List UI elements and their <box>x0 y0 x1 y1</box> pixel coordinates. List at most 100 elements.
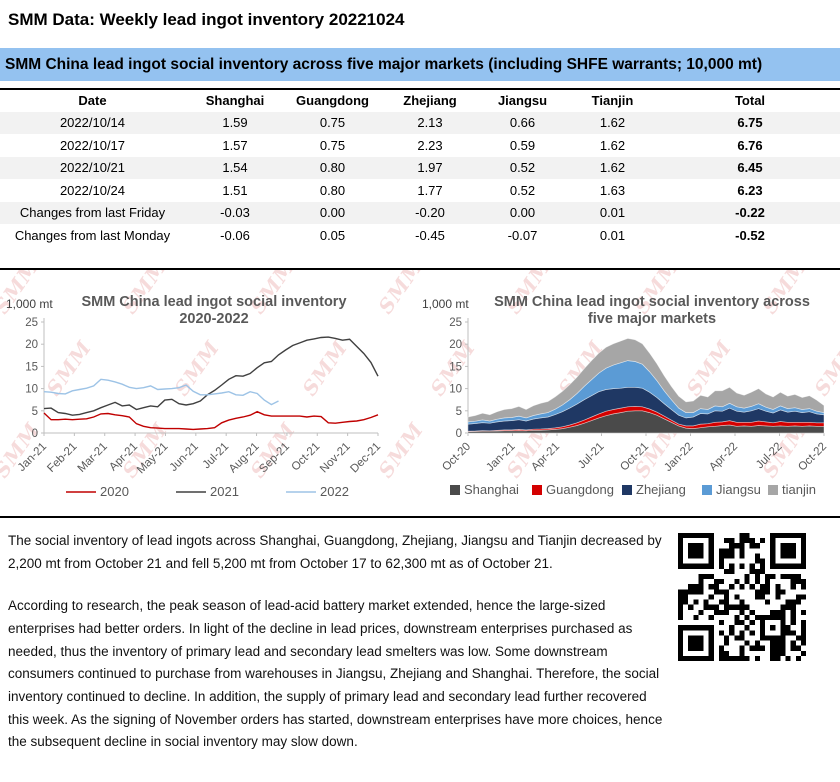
row-label: 2022/10/24 <box>59 182 126 198</box>
legend-label-2020: 2020 <box>100 484 129 499</box>
svg-text:Oct-22: Oct-22 <box>796 441 829 474</box>
table-cell: 0.00 <box>509 205 536 221</box>
legend-label-Jiangsu: Jiangsu <box>716 482 761 497</box>
inventory-table: Date Shanghai Guangdong Zhejiang Jiangsu Tian… <box>0 88 840 247</box>
table-row: 2022/10/14 1.59 0.75 2.13 0.66 1.62 6.75 <box>0 111 840 134</box>
row-label: Changes from last Friday <box>19 205 166 221</box>
table-cell: 0.80 <box>319 160 346 176</box>
table-cell: -0.52 <box>735 227 765 243</box>
axis-unit-label: 1,000 mt <box>6 297 53 311</box>
svg-text:25: 25 <box>449 317 462 329</box>
svg-text:Apr-21: Apr-21 <box>529 441 562 474</box>
legend-swatch-tianjin <box>768 485 778 495</box>
divider-line-bottom <box>0 516 840 518</box>
table-cell: 6.45 <box>737 160 763 176</box>
legend-label-Shanghai: Shanghai <box>464 482 519 497</box>
svg-text:Jul-21: Jul-21 <box>576 441 607 472</box>
table-header: Date Shanghai Guangdong Zhejiang Jiangsu Tian… <box>0 89 840 112</box>
table-cell: 0.00 <box>319 205 346 221</box>
charts-section: SMM SMM SMM SMM SMM SMM SMM SMM SMM SMM SMM SMM SMM S… <box>0 270 840 516</box>
column-header-shanghai: Shanghai <box>205 93 265 109</box>
svg-text:15: 15 <box>25 361 38 373</box>
legend-swatch-Guangdong <box>532 485 542 495</box>
svg-text:5: 5 <box>32 406 38 418</box>
table-cell: 1.54 <box>222 160 248 176</box>
svg-text:10: 10 <box>449 384 462 396</box>
svg-text:Jan-21: Jan-21 <box>484 441 517 474</box>
table-cell: 0.52 <box>509 182 536 198</box>
table-cell: 2.23 <box>417 137 443 153</box>
table-title-band: SMM China lead ingot social inventory ac… <box>0 48 840 81</box>
line-series-2020 <box>43 410 379 431</box>
svg-text:Apr-22: Apr-22 <box>707 441 740 474</box>
table-row: 2022/10/21 1.54 0.80 1.97 0.52 1.62 6.45 <box>0 156 840 179</box>
table-row: Changes from last Friday -0.03 0.00 -0.20 0.… <box>0 201 840 224</box>
table-cell: -0.20 <box>415 205 445 221</box>
table-cell: 1.57 <box>222 137 248 153</box>
table-cell: 0.01 <box>599 227 626 243</box>
column-header-total: Total <box>734 93 766 109</box>
commentary-paragraph-2: According to research, the peak season o… <box>8 598 663 750</box>
legend-label-Zhejiang: Zhejiang <box>636 482 686 497</box>
commentary-text: The social inventory of lead ingots acro… <box>8 530 668 754</box>
svg-text:25: 25 <box>25 317 38 329</box>
chart-title: SMM China lead ingot social inventory <box>81 294 346 310</box>
table-cell: -0.06 <box>220 227 250 243</box>
area-series-tianjin <box>467 338 825 423</box>
table-cell: 1.63 <box>599 182 626 198</box>
table-cell: 6.76 <box>737 137 763 153</box>
column-header-guangdong: Guangdong <box>296 93 369 109</box>
stacked-area-chart-five-markets: SMM China lead ingot social inventory ac… <box>420 282 834 516</box>
table-row: 2022/10/24 1.51 0.80 1.77 0.52 1.63 6.23 <box>0 179 840 202</box>
table-cell: 0.75 <box>319 137 346 153</box>
svg-text:Jan-22: Jan-22 <box>662 441 695 474</box>
legend-swatch-Zhejiang <box>622 485 632 495</box>
table-cell: 1.62 <box>599 137 626 153</box>
row-label: 2022/10/14 <box>59 115 126 131</box>
axis-unit-label: 1,000 mt <box>422 297 469 311</box>
table-cell: 0.05 <box>319 227 346 243</box>
svg-text:Jun-21: Jun-21 <box>168 441 201 474</box>
legend-swatch-Jiangsu <box>702 485 712 495</box>
column-header-tianjin: Tianjin <box>591 93 634 109</box>
svg-text:0: 0 <box>32 428 38 440</box>
row-label: 2022/10/17 <box>59 137 126 153</box>
table-cell: 6.75 <box>737 115 763 131</box>
table-cell: 1.97 <box>417 160 443 176</box>
table-cell: 0.75 <box>319 115 346 131</box>
table-row: 2022/10/17 1.57 0.75 2.23 0.59 1.62 6.76 <box>0 134 840 157</box>
line-series-2022 <box>43 378 279 406</box>
table-cell: 1.77 <box>417 182 443 198</box>
svg-text:10: 10 <box>25 384 38 396</box>
column-header-jiangsu: Jiangsu <box>497 93 548 109</box>
table-cell: -0.45 <box>415 227 445 243</box>
legend-swatch-Shanghai <box>450 485 460 495</box>
svg-text:20: 20 <box>25 339 38 351</box>
svg-text:Oct-21: Oct-21 <box>618 441 651 474</box>
chart-title-line2: 2020-2022 <box>179 311 248 327</box>
row-label: 2022/10/21 <box>59 160 126 176</box>
svg-text:Jul-22: Jul-22 <box>754 441 785 472</box>
svg-text:May-21: May-21 <box>135 441 171 477</box>
qr-code <box>678 533 806 661</box>
divider-line-top <box>0 268 840 270</box>
svg-text:5: 5 <box>456 406 462 418</box>
chart-title: SMM China lead ingot social inventory ac… <box>494 294 810 310</box>
legend-label-Guangdong: Guangdong <box>546 482 614 497</box>
legend-label-2022: 2022 <box>320 484 349 499</box>
table-cell: -0.22 <box>735 205 765 221</box>
row-label: Changes from last Monday <box>14 227 171 243</box>
column-header-zhejiang: Zhejiang <box>403 93 457 109</box>
svg-text:Feb-21: Feb-21 <box>45 441 79 475</box>
chart-title-line2: five major markets <box>588 311 716 327</box>
table-cell: 0.52 <box>509 160 536 176</box>
table-title: SMM China lead ingot social inventory ac… <box>5 55 763 73</box>
table-cell: 0.80 <box>319 182 346 198</box>
line-chart-2020-2022: SMM China lead ingot social inventory 202… <box>4 282 412 516</box>
svg-text:Dec-21: Dec-21 <box>348 441 383 476</box>
svg-text:Jan-21: Jan-21 <box>16 441 49 474</box>
table-cell: 0.66 <box>509 115 536 131</box>
legend-label-2021: 2021 <box>210 484 239 499</box>
svg-text:Oct-21: Oct-21 <box>290 441 323 474</box>
